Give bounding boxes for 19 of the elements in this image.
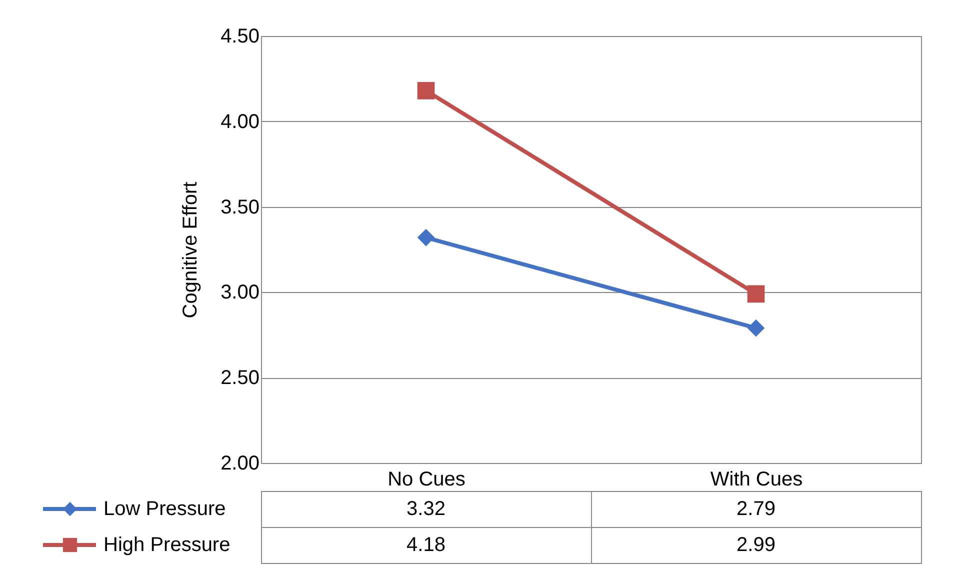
data-label: 2.79 bbox=[736, 498, 776, 520]
y-tick-label: 2.00 bbox=[220, 452, 260, 474]
data-label: 3.32 bbox=[406, 498, 446, 520]
legend-label: Low Pressure bbox=[104, 498, 226, 520]
point bbox=[747, 285, 765, 303]
y-tick-label: 3.00 bbox=[220, 282, 260, 304]
y-tick-label: 2.50 bbox=[220, 367, 260, 390]
y-tick-label: 4.00 bbox=[220, 110, 260, 133]
legend-label: High Pressure bbox=[104, 534, 230, 556]
x-tick-label: With Cues bbox=[710, 468, 803, 490]
point bbox=[417, 228, 435, 246]
x-tick-label: No Cues bbox=[388, 468, 466, 490]
point bbox=[417, 82, 435, 100]
y-tick-label: 3.50 bbox=[220, 196, 260, 218]
data-label: 2.99 bbox=[736, 534, 776, 556]
data-label: 4.18 bbox=[406, 534, 446, 556]
y-axis-title: Cognitive Effort bbox=[180, 181, 202, 318]
point bbox=[747, 319, 765, 337]
y-tick-label: 4.50 bbox=[220, 26, 260, 48]
